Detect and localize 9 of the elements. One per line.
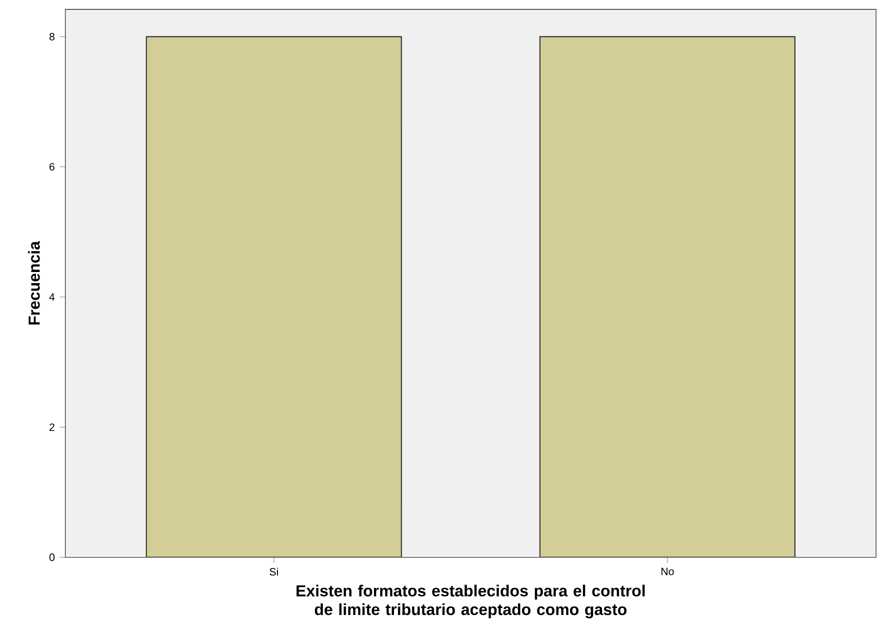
x-axis-title: Existen formatos establecidos para el control de limite tributario aceptado como gasto [296,584,645,618]
x-tick-label: No [662,568,674,576]
y-tick-label: 0 [49,554,55,562]
y-tick-label: 8 [49,32,54,40]
y-tick-label: 4 [49,293,55,301]
y-axis-title: Frecuencia [28,240,40,325]
x-tick-label: Si [270,568,278,576]
y-tick-label: 6 [50,163,54,171]
y-tick-label: 2 [50,423,54,431]
